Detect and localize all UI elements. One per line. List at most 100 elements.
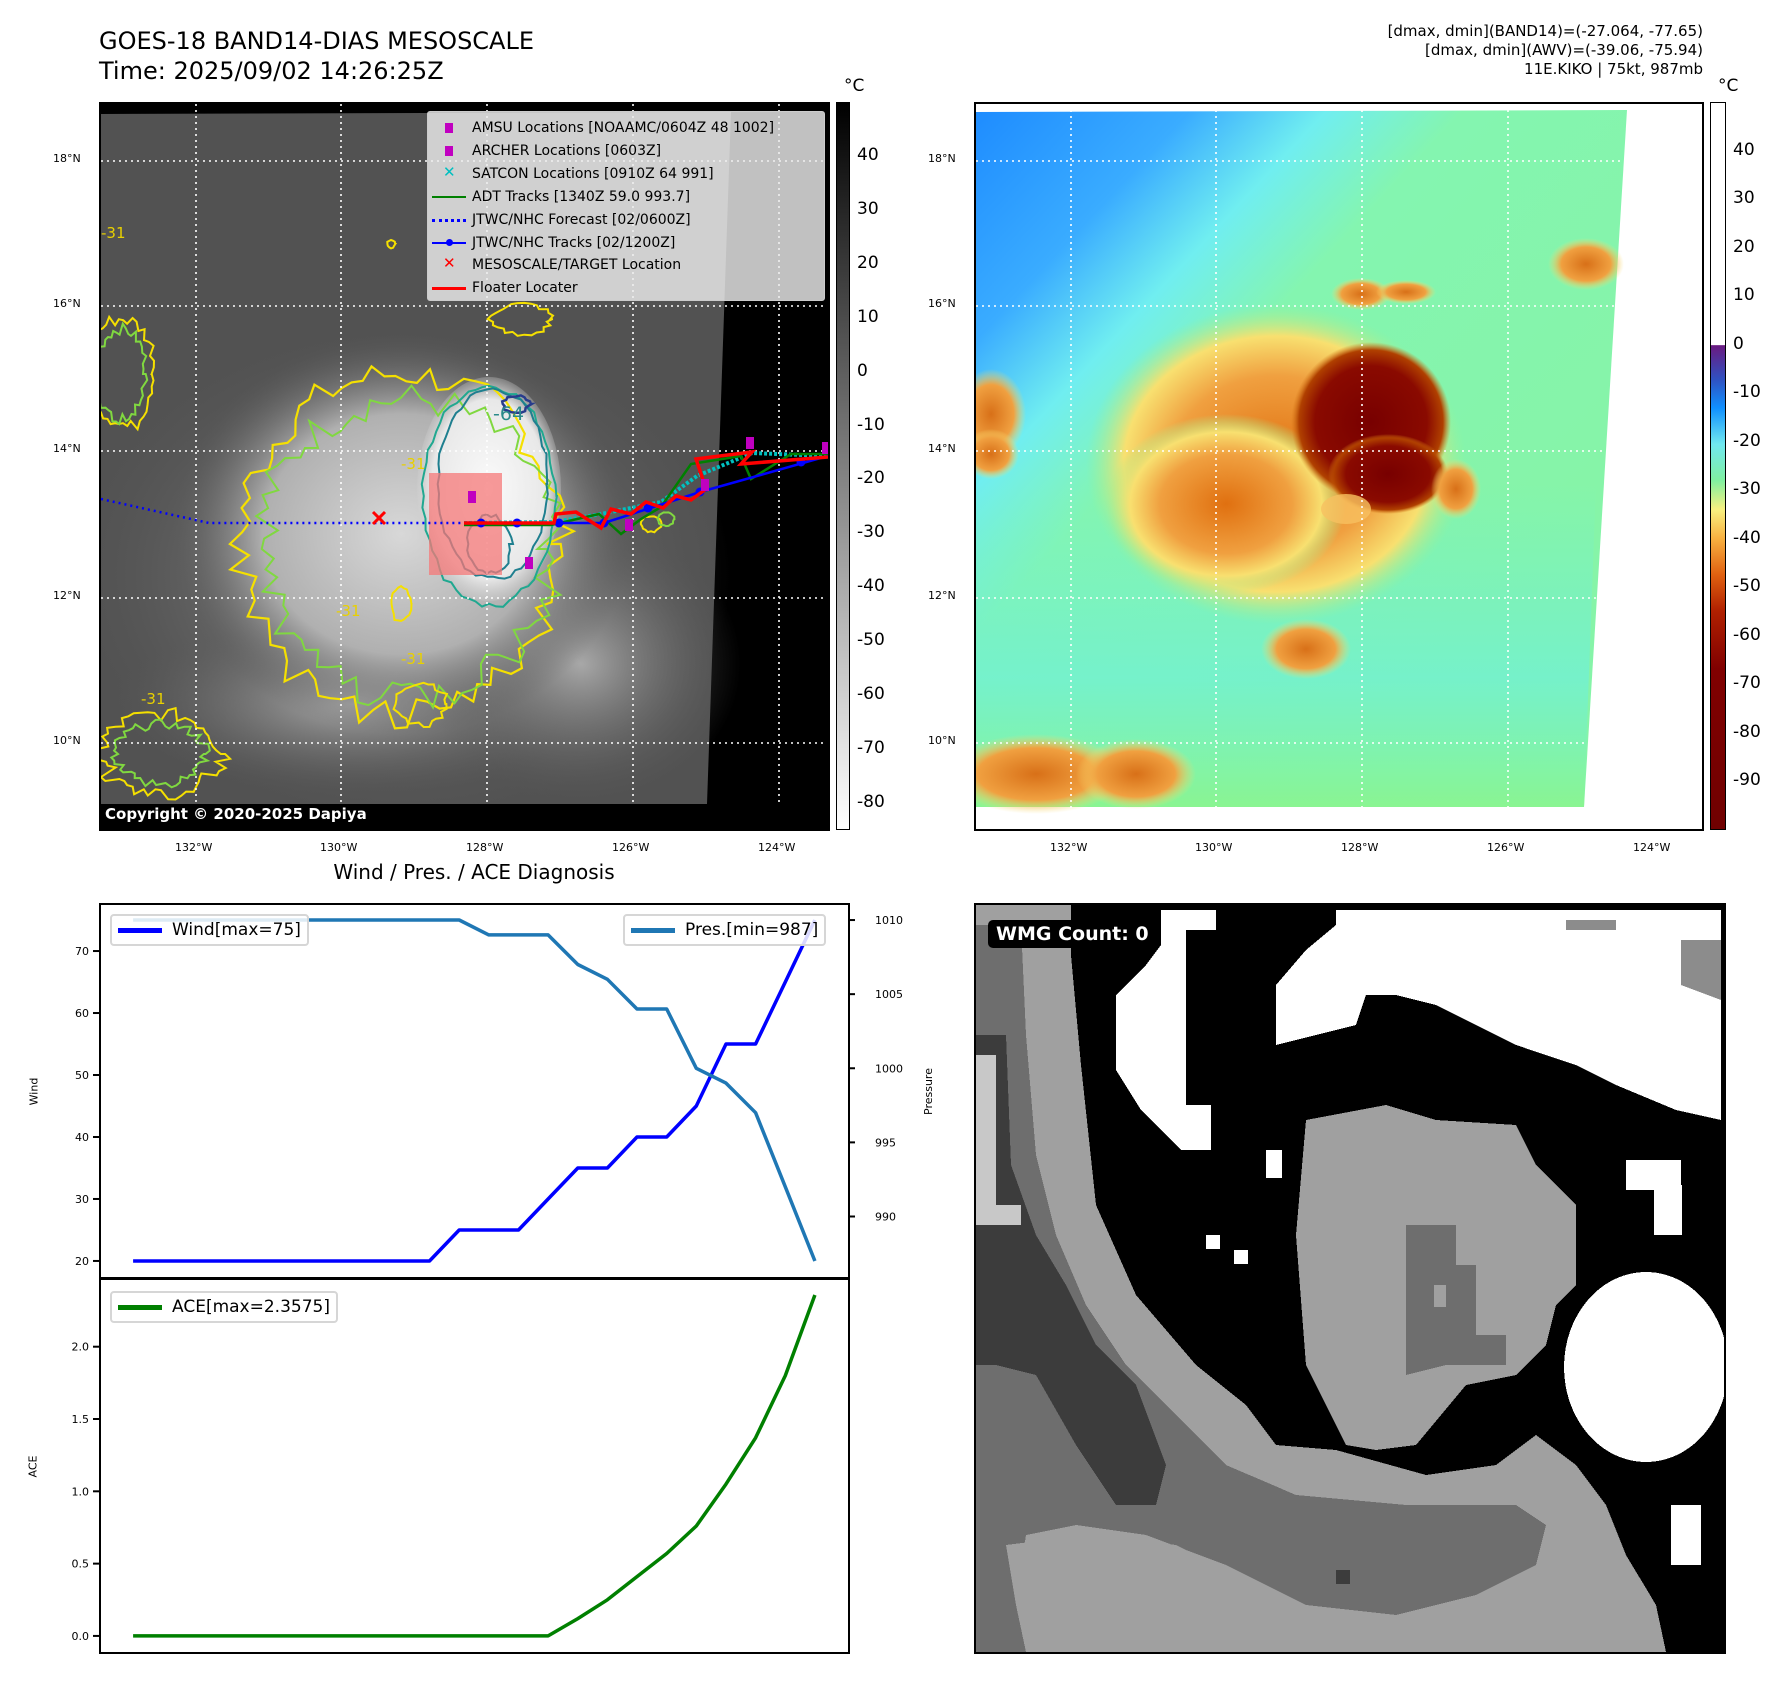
jtwc-forecast-track: [101, 497, 479, 525]
contour-label-outer: -31: [336, 602, 361, 620]
awv-colorbar: [1710, 102, 1726, 830]
wind-pressure-axes: [99, 903, 850, 1280]
y-tick-label: 30: [75, 1193, 89, 1206]
lon-label: 126°W: [1487, 841, 1525, 854]
contour-label-outer: -31: [141, 690, 166, 708]
contour-31: [392, 681, 449, 729]
contour-31: [486, 301, 555, 337]
product-title: GOES-18 BAND14-DIAS MESOSCALE: [99, 27, 535, 55]
floater-locater-track: [464, 449, 828, 531]
legend-item: JTWC/NHC Forecast [02/0600Z]: [428, 209, 691, 231]
y2-tick-label: 1005: [875, 988, 903, 1001]
colorbar-tick-label: -60: [1733, 624, 1761, 645]
lat-label: 12°N: [53, 589, 81, 602]
legend-label: Floater Locater: [472, 280, 578, 297]
contour-40: [109, 718, 211, 789]
y-tick-label: 20: [75, 1255, 89, 1268]
wind-legend: Wind[max=75]: [110, 914, 309, 946]
y-tick-label: 50: [75, 1069, 89, 1082]
line-icon: [428, 277, 472, 299]
lat-label: 16°N: [928, 297, 956, 310]
contour-31: [386, 238, 398, 250]
colorbar-unit: °C: [1718, 76, 1739, 96]
x-marker-icon: ✕: [443, 162, 456, 181]
chart-title: Wind / Pres. / ACE Diagnosis: [333, 860, 615, 884]
contour-40: [656, 511, 676, 528]
y2-tick-label: 1010: [875, 914, 903, 927]
copyright: Copyright © 2020-2025 Dapiya: [105, 805, 367, 823]
colorbar-tick-label: 20: [857, 252, 879, 273]
colorbar-tick-label: -10: [857, 414, 885, 435]
y-tick-label: 1.5: [72, 1413, 90, 1426]
colorbar-tick-label: 10: [857, 306, 879, 327]
lat-label: 18°N: [53, 152, 81, 165]
lon-label: 130°W: [320, 841, 358, 854]
ace-legend-label: ACE[max=2.3575]: [172, 1297, 330, 1317]
lon-label: 128°W: [1341, 841, 1379, 854]
x-marker-icon: ✕: [443, 254, 456, 273]
legend-item: JTWC/NHC Tracks [02/1200Z]: [428, 232, 675, 254]
colorbar-tick-label: 40: [1733, 139, 1755, 160]
colorbar-tick-label: -80: [1733, 721, 1761, 742]
colorbar-tick-label: 30: [857, 198, 879, 219]
timestamp: Time: 2025/09/02 14:26:25Z: [99, 57, 444, 85]
contour-40: [101, 321, 149, 426]
square-marker-icon: [428, 117, 472, 139]
y-tick-label: 70: [75, 945, 89, 958]
legend-label: JTWC/NHC Forecast [02/0600Z]: [472, 211, 691, 228]
line-icon: [428, 186, 472, 208]
awv-range: [dmax, dmin](AWV)=(-39.06, -75.94): [1424, 41, 1703, 59]
awv-map: [974, 102, 1704, 831]
contour-40: [254, 384, 563, 710]
amsu-archer-markers: [468, 437, 828, 569]
lon-label: 132°W: [175, 841, 213, 854]
contour-31: [101, 314, 156, 432]
contour-label-outer: -31: [101, 224, 126, 242]
pressure-legend-swatch: [631, 927, 675, 933]
legend-item: Floater Locater: [428, 277, 578, 299]
y2-tick-label: 995: [875, 1136, 896, 1149]
lon-label: 130°W: [1195, 841, 1233, 854]
colorbar-tick-label: -40: [857, 576, 885, 597]
colorbar-tick-label: -40: [1733, 527, 1761, 548]
lon-label: 124°W: [1633, 841, 1671, 854]
y-tick-label: 2.0: [72, 1341, 90, 1354]
series-line-ace: [133, 1294, 817, 1638]
series-line-pres: [133, 918, 817, 1262]
colorbar-unit: °C: [844, 76, 865, 96]
lat-label: 18°N: [928, 152, 956, 165]
colorbar-tick-label: 30: [1733, 188, 1755, 209]
wmg-imagery: [976, 905, 1724, 1652]
wind-axis-label: Wind: [27, 1077, 41, 1106]
colorbar-tick-label: 40: [857, 144, 879, 165]
legend-label: AMSU Locations [NOAAMC/0604Z 48 1002]: [472, 120, 775, 136]
colorbar-tick-label: -30: [1733, 479, 1761, 500]
colorbar-tick-label: -90: [1733, 770, 1761, 791]
wmg-count-label: WMG Count: 0: [988, 920, 1157, 948]
lon-label: 128°W: [466, 841, 504, 854]
colorbar-tick-label: 0: [1733, 333, 1744, 354]
lat-label: 14°N: [53, 442, 81, 455]
lon-label: 126°W: [612, 841, 650, 854]
legend-label: SATCON Locations [0910Z 64 991]: [472, 165, 714, 182]
ace-axes: [99, 1277, 850, 1654]
pressure-legend-label: Pres.[min=987]: [685, 920, 819, 940]
legend-label: JTWC/NHC Tracks [02/1200Z]: [472, 234, 676, 251]
lon-label: 132°W: [1050, 841, 1088, 854]
legend-label: ARCHER Locations [0603Z]: [472, 142, 662, 159]
y-tick-label: 1.0: [72, 1485, 90, 1498]
contour-label-outer: -31: [401, 650, 426, 668]
lat-label: 16°N: [53, 297, 81, 310]
lat-label: 10°N: [928, 734, 956, 747]
dotted-line-icon: [428, 209, 472, 231]
graticule: [976, 104, 1702, 829]
wind-legend-label: Wind[max=75]: [172, 920, 301, 940]
contour-75: [500, 394, 537, 415]
colorbar-tick-label: -20: [1733, 430, 1761, 451]
y-tick-label: 60: [75, 1007, 89, 1020]
band14-range: [dmax, dmin](BAND14)=(-27.064, -77.65): [1387, 22, 1703, 40]
colorbar-tick-label: -30: [857, 522, 885, 543]
colorbar-tick-label: -70: [1733, 673, 1761, 694]
y-tick-label: 40: [75, 1131, 89, 1144]
ace-axis-label: ACE: [26, 1455, 40, 1478]
